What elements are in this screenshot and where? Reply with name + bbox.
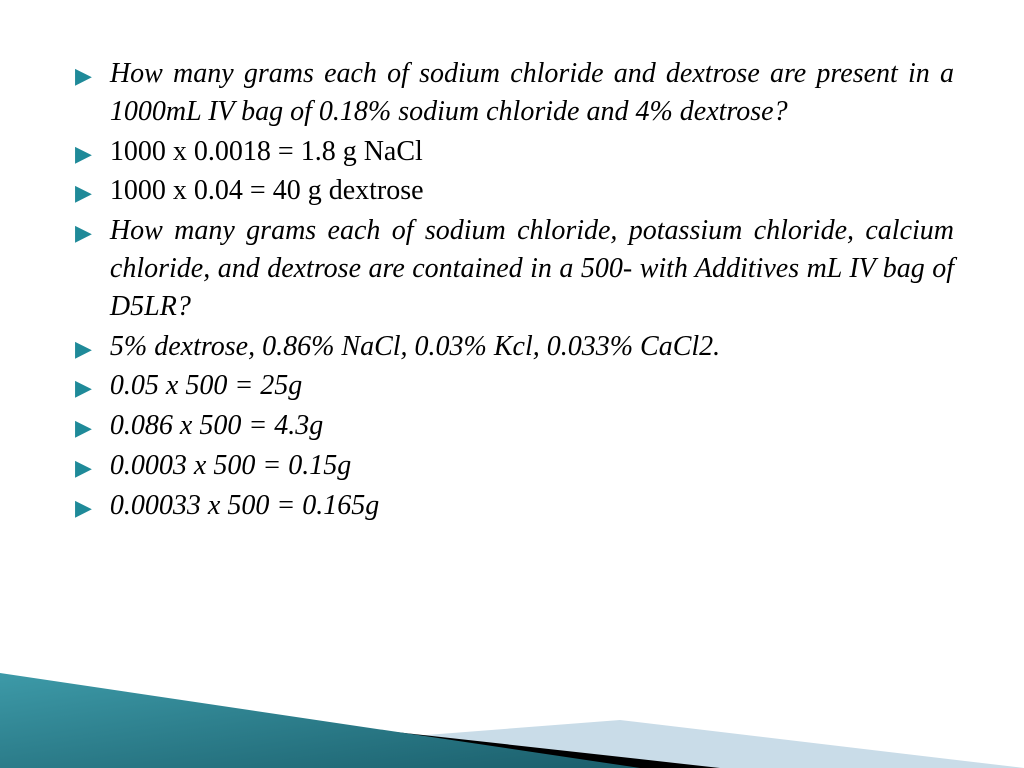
bullet-item: ▶ 1000 x 0.0018 = 1.8 g NaCl xyxy=(75,133,954,171)
bullet-item: ▶ 0.086 x 500 = 4.3g xyxy=(75,407,954,445)
bullet-marker-icon: ▶ xyxy=(75,218,92,248)
bullet-marker-icon: ▶ xyxy=(75,178,92,208)
bullet-item: ▶ How many grams each of sodium chloride… xyxy=(75,212,954,325)
bullet-item: ▶ 1000 x 0.04 = 40 g dextrose xyxy=(75,172,954,210)
bullet-text: 0.086 x 500 = 4.3g xyxy=(110,407,954,445)
bullet-item: ▶ 0.0003 x 500 = 0.15g xyxy=(75,447,954,485)
bullet-text: How many grams each of sodium chloride, … xyxy=(110,212,954,325)
bullet-text: 0.0003 x 500 = 0.15g xyxy=(110,447,954,485)
bullet-text: 5% dextrose, 0.86% NaCl, 0.03% Kcl, 0.03… xyxy=(110,328,954,366)
slide-content: ▶ How many grams each of sodium chloride… xyxy=(0,0,1024,525)
bullet-text: How many grams each of sodium chloride a… xyxy=(110,55,954,131)
bullet-marker-icon: ▶ xyxy=(75,334,92,364)
bullet-item: ▶ 0.05 x 500 = 25g xyxy=(75,367,954,405)
bullet-item: ▶ How many grams each of sodium chloride… xyxy=(75,55,954,131)
slide-decoration xyxy=(0,628,1024,768)
bullet-marker-icon: ▶ xyxy=(75,413,92,443)
bullet-marker-icon: ▶ xyxy=(75,373,92,403)
bullet-marker-icon: ▶ xyxy=(75,61,92,91)
bullet-marker-icon: ▶ xyxy=(75,493,92,523)
bullet-text: 1000 x 0.04 = 40 g dextrose xyxy=(110,172,954,210)
bullet-item: ▶ 0.00033 x 500 = 0.165g xyxy=(75,487,954,525)
bullet-text: 1000 x 0.0018 = 1.8 g NaCl xyxy=(110,133,954,171)
bullet-item: ▶ 5% dextrose, 0.86% NaCl, 0.03% Kcl, 0.… xyxy=(75,328,954,366)
bullet-text: 0.05 x 500 = 25g xyxy=(110,367,954,405)
bullet-text: 0.00033 x 500 = 0.165g xyxy=(110,487,954,525)
bullet-marker-icon: ▶ xyxy=(75,139,92,169)
bullet-marker-icon: ▶ xyxy=(75,453,92,483)
